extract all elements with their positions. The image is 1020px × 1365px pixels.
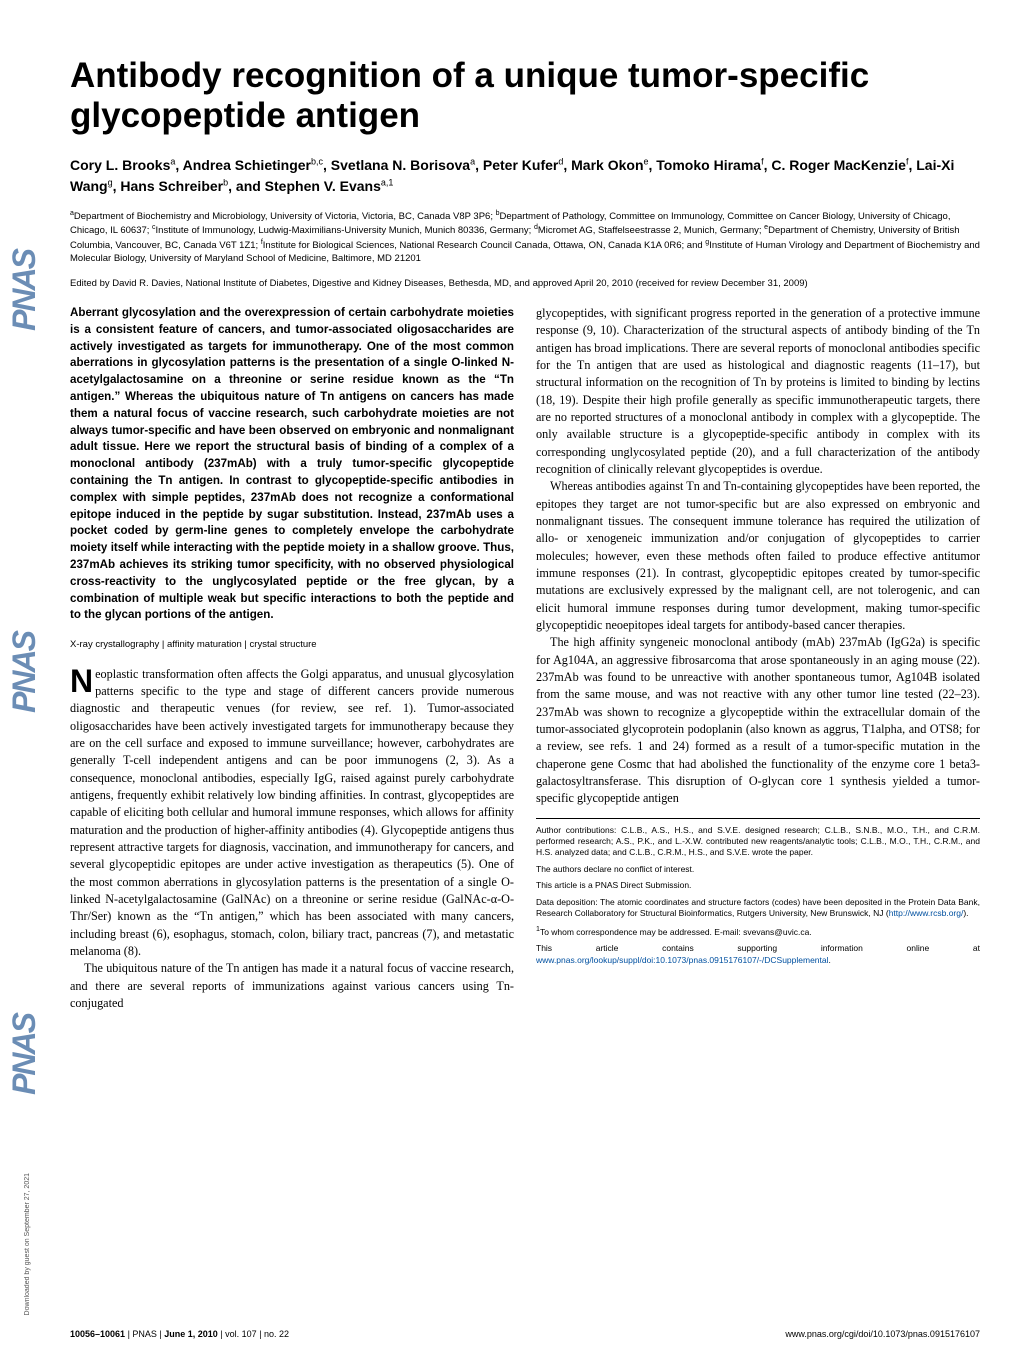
- direct-submission: This article is a PNAS Direct Submission…: [536, 880, 980, 891]
- supporting-info: This article contains supporting informa…: [536, 943, 980, 966]
- download-note: Downloaded by guest on September 27, 202…: [24, 1173, 31, 1315]
- body-paragraph: Neoplastic transformation often affects …: [70, 666, 514, 961]
- keywords: X-ray crystallography | affinity maturat…: [70, 638, 514, 651]
- body-paragraph: The high affinity syngeneic monoclonal a…: [536, 634, 980, 807]
- article-title: Antibody recognition of a unique tumor-s…: [70, 56, 980, 137]
- dropcap-letter: N: [70, 666, 95, 695]
- journal-name: PNAS: [132, 1329, 157, 1339]
- volume: vol. 107: [225, 1329, 257, 1339]
- footnote-rule: [536, 818, 980, 819]
- page-range: 10056–10061: [70, 1329, 125, 1339]
- footer-right: www.pnas.org/cgi/doi/10.1073/pnas.091517…: [785, 1329, 980, 1339]
- body-paragraph: glycopeptides, with significant progress…: [536, 305, 980, 478]
- pnas-sidebar: PNAS PNAS PNAS: [0, 0, 48, 1365]
- affiliations: aDepartment of Biochemistry and Microbio…: [70, 209, 980, 267]
- page-content: Antibody recognition of a unique tumor-s…: [70, 0, 980, 1012]
- column-right: glycopeptides, with significant progress…: [536, 305, 980, 1012]
- issue-no: no. 22: [264, 1329, 289, 1339]
- data-deposition: Data deposition: The atomic coordinates …: [536, 897, 980, 920]
- rcsb-link[interactable]: http://www.rcsb.org/: [889, 908, 964, 918]
- pnas-logo: PNAS: [6, 1014, 43, 1095]
- column-left: Aberrant glycosylation and the overexpre…: [70, 305, 514, 1012]
- pub-date: June 1, 2010: [164, 1329, 218, 1339]
- footer-left: 10056–10061 | PNAS | June 1, 2010 | vol.…: [70, 1329, 289, 1339]
- conflict-statement: The authors declare no conflict of inter…: [536, 864, 980, 875]
- pnas-logo: PNAS: [6, 632, 43, 713]
- edited-by: Edited by David R. Davies, National Inst…: [70, 278, 980, 291]
- abstract: Aberrant glycosylation and the overexpre…: [70, 305, 514, 624]
- author-contributions: Author contributions: C.L.B., A.S., H.S.…: [536, 825, 980, 859]
- author-list: Cory L. Brooksa, Andrea Schietingerb,c, …: [70, 155, 980, 197]
- body-paragraph: Whereas antibodies against Tn and Tn-con…: [536, 478, 980, 634]
- footnotes: Author contributions: C.L.B., A.S., H.S.…: [536, 825, 980, 967]
- page-footer: 10056–10061 | PNAS | June 1, 2010 | vol.…: [70, 1329, 980, 1339]
- body-text: eoplastic transformation often affects t…: [70, 667, 514, 958]
- pnas-logo: PNAS: [6, 250, 43, 331]
- body-paragraph: The ubiquitous nature of the Tn antigen …: [70, 960, 514, 1012]
- two-column-body: Aberrant glycosylation and the overexpre…: [70, 305, 980, 1012]
- correspondence: 1To whom correspondence may be addressed…: [536, 925, 980, 938]
- suppl-link[interactable]: www.pnas.org/lookup/suppl/doi:10.1073/pn…: [536, 955, 829, 965]
